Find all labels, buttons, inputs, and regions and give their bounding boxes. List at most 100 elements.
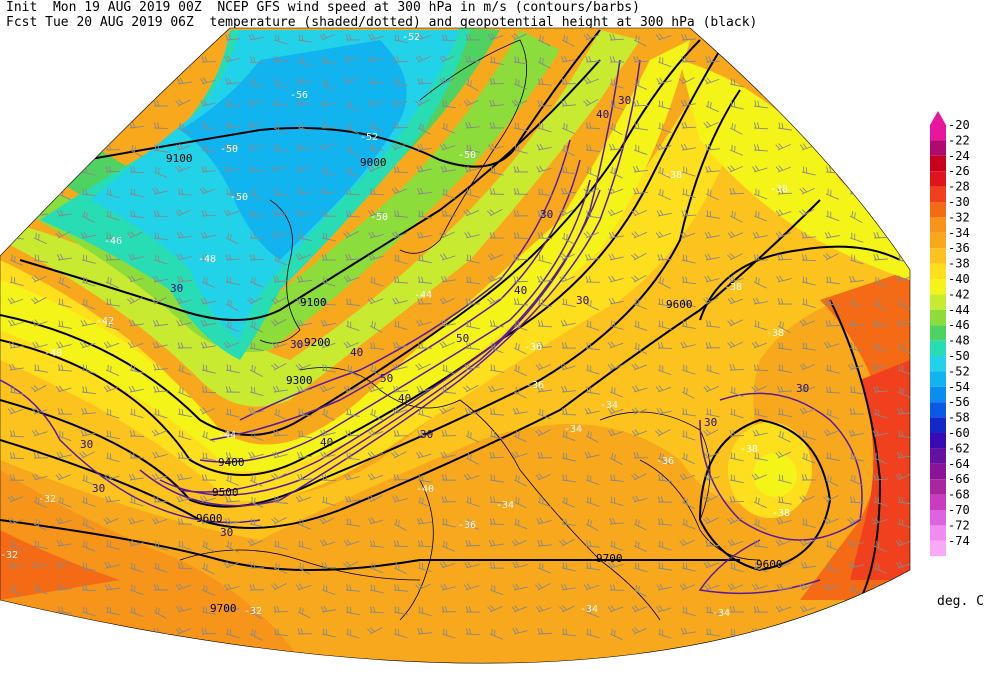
wind-barb	[825, 144, 841, 151]
wind-barb	[897, 342, 910, 354]
wind-barb	[609, 122, 623, 135]
wind-barb	[296, 319, 312, 327]
wind-barb	[753, 320, 768, 331]
wind-barb	[799, 208, 815, 217]
wind-barb	[415, 583, 431, 591]
wind-label: 40	[398, 392, 411, 405]
wind-barb	[897, 518, 910, 529]
wind-barb	[201, 210, 217, 217]
wind-barb	[321, 496, 336, 506]
wind-barb	[585, 562, 600, 571]
wind-barb	[681, 408, 696, 417]
wind-barb	[631, 605, 648, 613]
wind-barb	[607, 605, 624, 613]
wind-barb	[369, 408, 383, 421]
wind-barb	[681, 320, 696, 330]
wind-barb	[272, 209, 288, 217]
height-label: 9500	[212, 486, 239, 499]
wind-barb	[585, 210, 600, 219]
wind-barb	[417, 627, 432, 635]
wind-barb	[801, 518, 816, 528]
wind-barb	[631, 429, 648, 437]
wind-barb	[152, 341, 168, 349]
wind-barb	[200, 495, 216, 503]
wind-barb	[249, 496, 264, 508]
wind-label: 40	[596, 108, 609, 121]
wind-barb	[896, 33, 910, 41]
wind-barb	[537, 34, 551, 47]
wind-barb	[199, 407, 216, 415]
wind-barb	[225, 253, 240, 261]
wind-barb	[537, 496, 552, 508]
wind-barb	[753, 210, 768, 222]
wind-barb	[32, 121, 48, 129]
wind-barb	[847, 517, 863, 525]
wind-barb	[897, 584, 910, 591]
wind-barb	[799, 385, 816, 393]
wind-barb	[824, 231, 840, 239]
height-label: 9000	[360, 156, 387, 169]
wind-barb	[320, 429, 336, 437]
wind-barb	[561, 34, 575, 47]
wind-label: 30	[796, 382, 809, 395]
wind-barb	[153, 232, 168, 241]
wind-barb	[151, 297, 167, 305]
wind-barb	[249, 364, 263, 377]
wind-barb	[247, 121, 264, 129]
wind-barb	[487, 33, 504, 41]
wind-barb	[55, 143, 71, 151]
wind-label: 30	[420, 428, 433, 441]
wind-barb	[657, 166, 671, 179]
wind-barb	[729, 144, 744, 156]
wind-barb	[633, 34, 647, 47]
wind-barb	[177, 34, 192, 46]
wind-barb	[609, 628, 623, 641]
wind-barb	[345, 518, 360, 527]
wind-barb	[753, 144, 768, 152]
wind-barb	[439, 341, 455, 349]
wind-barb	[896, 187, 910, 195]
wind-barb	[247, 539, 264, 547]
wind-barb	[249, 562, 265, 569]
colorbar-label: -48	[948, 334, 970, 348]
wind-barb	[849, 319, 865, 327]
wind-barb	[873, 143, 888, 151]
wind-barb	[489, 122, 505, 129]
wind-barb	[201, 165, 216, 173]
wind-barb	[367, 385, 384, 393]
wind-barb	[320, 187, 336, 195]
wind-barb	[727, 517, 743, 525]
wind-barb	[753, 276, 767, 289]
wind-barb	[895, 275, 910, 283]
wind-barb	[873, 496, 888, 507]
wind-barb	[153, 254, 168, 265]
wind-barb	[273, 496, 288, 504]
wind-barb	[417, 77, 433, 85]
wind-barb	[175, 209, 191, 217]
wind-barb	[441, 122, 456, 134]
init-header: Init Mon 19 AUG 2019 00Z NCEP GFS wind s…	[6, 0, 640, 15]
wind-barb	[9, 386, 24, 395]
wind-barb	[33, 364, 48, 373]
wind-barb	[321, 562, 337, 569]
wind-barb	[680, 99, 696, 107]
wind-barb	[104, 561, 120, 569]
wind-barb	[31, 99, 47, 107]
height-label: 9400	[218, 456, 245, 469]
wind-barb	[177, 518, 193, 525]
wind-barb	[657, 122, 672, 133]
wind-barb	[561, 144, 576, 156]
wind-barb	[297, 518, 312, 530]
temp-label: -38	[770, 184, 788, 195]
wind-barb	[81, 407, 96, 415]
wind-barb	[583, 77, 600, 85]
wind-barb	[703, 583, 720, 591]
wind-barb	[825, 122, 840, 132]
wind-barb	[56, 385, 72, 393]
wind-barb	[369, 320, 383, 333]
wind-barb	[537, 122, 552, 133]
wind-barb	[249, 518, 264, 528]
wind-barb	[273, 540, 288, 550]
wind-barb	[105, 628, 120, 638]
wind-barb	[729, 474, 744, 484]
